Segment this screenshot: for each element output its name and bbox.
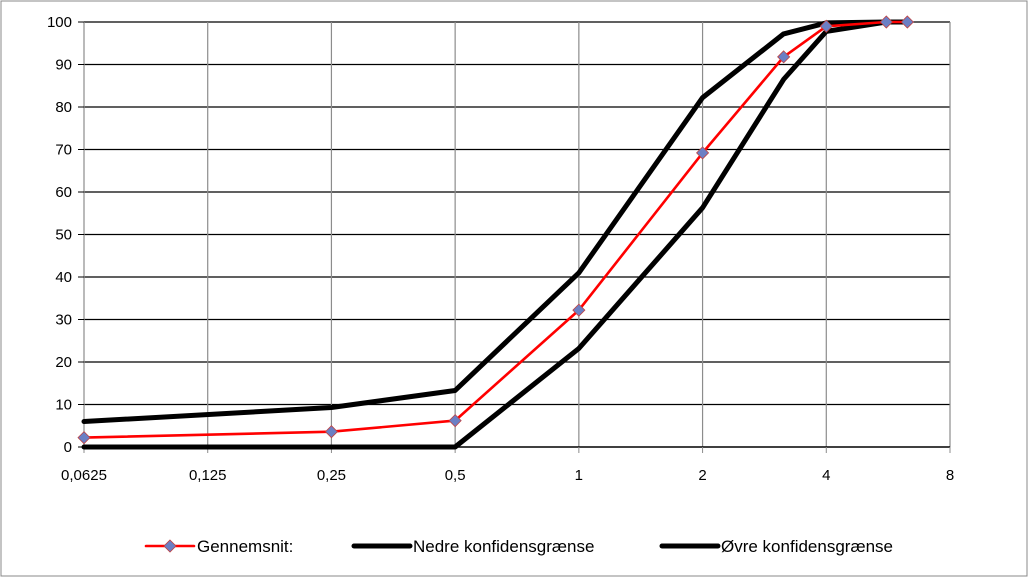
data-point: [572, 303, 586, 317]
y-tick-label: 60: [55, 184, 72, 201]
data-point: [696, 146, 710, 160]
x-tick-label: 0,0625: [61, 467, 107, 484]
legend: Gennemsnit: Nedre konfidensgrænse Øvre kon…: [144, 537, 893, 556]
x-tick-label: 1: [575, 467, 583, 484]
y-tick-label: 100: [47, 14, 72, 31]
legend-label-2: Øvre konfidensgrænse: [721, 537, 893, 556]
data-point: [448, 414, 462, 428]
series-line-1: [81, 19, 910, 450]
x-tick-label: 0,125: [189, 467, 227, 484]
data-point: [777, 50, 791, 64]
y-tick-label: 40: [55, 269, 72, 286]
x-tick-label: 0,25: [317, 467, 346, 484]
y-tick-label: 10: [55, 397, 72, 414]
y-tick-label: 90: [55, 57, 72, 74]
data-point: [324, 425, 338, 439]
series-layer: [77, 15, 914, 450]
data-point: [879, 15, 893, 29]
grid: [84, 21, 951, 447]
data-point: [819, 19, 833, 33]
legend-label-0: Gennemsnit:: [197, 537, 293, 556]
y-tick-label: 50: [55, 227, 72, 244]
data-point: [900, 15, 914, 29]
x-tick-label: 0,5: [445, 467, 466, 484]
y-tick-label: 0: [64, 439, 72, 456]
x-tick-label: 2: [698, 467, 706, 484]
y-tick-label: 30: [55, 312, 72, 329]
legend-marker: [163, 539, 177, 553]
x-tick-label: 4: [822, 467, 830, 484]
y-tick-label: 20: [55, 354, 72, 371]
data-point: [77, 431, 91, 445]
x-tick-labels: 0,0625 0,125 0,25 0,5 1 2 4 8: [61, 467, 954, 484]
y-tick-labels: 0 10 20 30 40 50 60 70 80 90 100: [47, 14, 72, 456]
x-tick-label: 8: [946, 467, 954, 484]
legend-label-1: Nedre konfidensgrænse: [413, 537, 594, 556]
y-tick-label: 70: [55, 142, 72, 159]
y-tick-label: 80: [55, 99, 72, 116]
